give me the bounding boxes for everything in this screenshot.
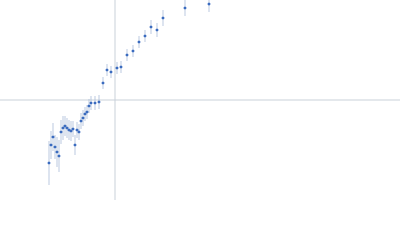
- point: [87, 104, 91, 108]
- point: [149, 25, 153, 29]
- point: [207, 2, 211, 6]
- chart: [0, 0, 400, 200]
- point: [131, 49, 135, 53]
- point: [93, 101, 97, 105]
- point: [71, 127, 75, 131]
- point: [77, 130, 81, 134]
- point: [143, 34, 147, 38]
- point: [161, 16, 165, 20]
- point: [85, 110, 89, 114]
- point: [51, 135, 55, 139]
- point: [97, 100, 101, 104]
- point: [109, 70, 113, 74]
- point: [101, 81, 105, 85]
- point: [63, 124, 67, 128]
- point: [119, 65, 123, 69]
- point: [65, 126, 69, 130]
- point: [53, 145, 57, 149]
- point: [61, 126, 65, 130]
- point: [59, 130, 63, 134]
- point: [155, 28, 159, 32]
- point: [49, 143, 53, 147]
- point: [137, 40, 141, 44]
- point: [81, 116, 85, 120]
- point: [73, 143, 77, 147]
- point: [55, 150, 59, 154]
- point: [105, 68, 109, 72]
- point: [89, 101, 93, 105]
- point: [69, 129, 73, 133]
- point: [125, 53, 129, 57]
- point: [79, 119, 83, 123]
- point: [115, 66, 119, 70]
- point: [57, 154, 61, 158]
- point: [75, 128, 79, 132]
- point: [83, 112, 87, 116]
- point: [47, 161, 51, 165]
- point: [183, 6, 187, 10]
